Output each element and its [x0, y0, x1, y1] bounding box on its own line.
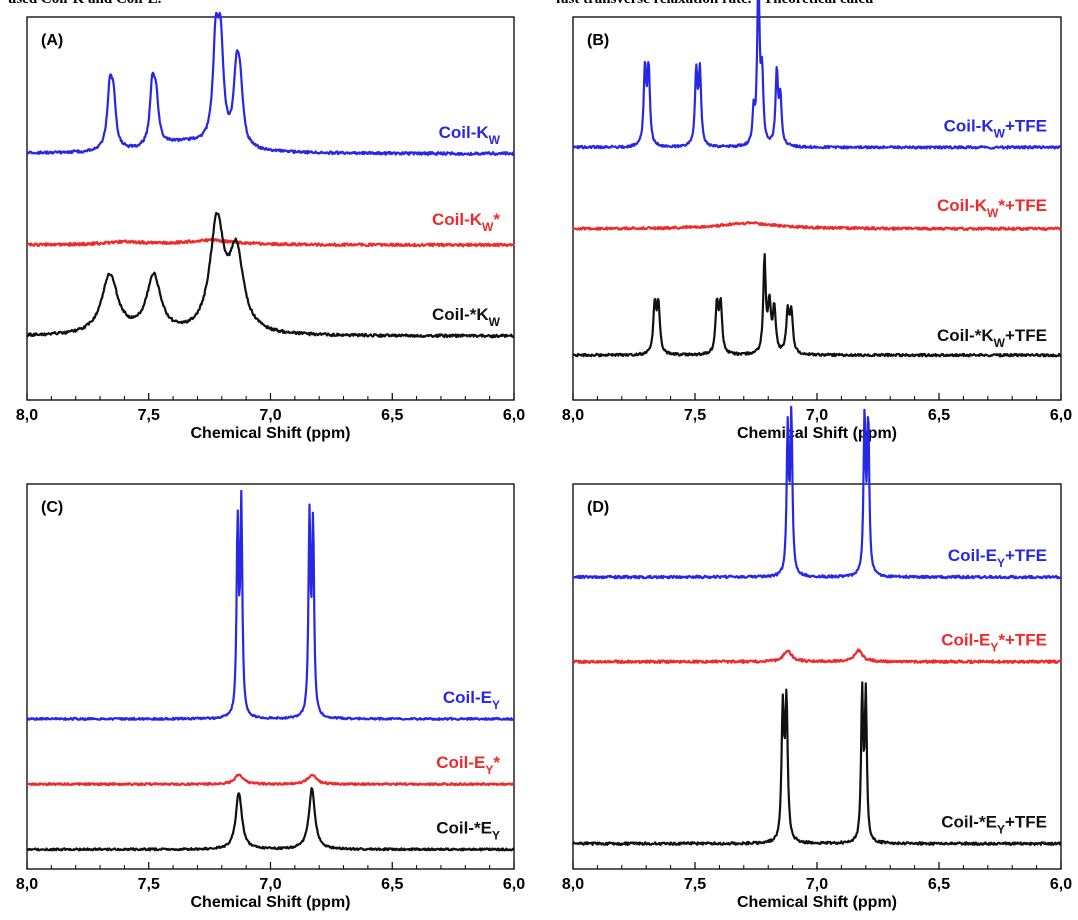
series-line-coil-e-y [26, 787, 515, 852]
series-label: Coil-EY* [436, 753, 500, 777]
x-axis-label: Chemical Shift (ppm) [190, 894, 350, 911]
x-tick-label: 6,0 [1050, 407, 1072, 424]
x-tick-label: 7,5 [138, 407, 160, 424]
panel-0: (A) 8,0 7,5 7,0 6,5 6,0 Chemical Shift (ppm) Co… [16, 11, 525, 442]
series-label: Coil-KW+TFE [944, 116, 1047, 140]
x-tick-label: 7,5 [684, 407, 706, 424]
x-tick-label: 6,5 [381, 407, 403, 424]
x-tick-label: 7,5 [138, 876, 160, 893]
series-label: Coil-KW [439, 123, 501, 147]
panel-label: (C) [41, 499, 63, 516]
series-line-coil-k-w-tfe [572, 253, 1062, 358]
series-line-coil-k-w [26, 211, 515, 339]
header-fragment-right: fast transverse relaxation rate. ² Theor… [556, 0, 873, 8]
series-label: Coil-KW* [432, 210, 500, 234]
plot-frame [26, 16, 515, 401]
x-axis-label: Chemical Shift (ppm) [737, 894, 897, 911]
series-label: Coil-*EY+TFE [941, 813, 1047, 837]
series-label: Coil-EY*+TFE [941, 631, 1047, 655]
panel-label: (A) [41, 32, 63, 49]
panel-label: (B) [587, 32, 609, 49]
series-label: Coil-KW*+TFE [937, 196, 1047, 220]
x-tick-label: 6,5 [381, 876, 403, 893]
series-line-coil-e-y-tfe [571, 681, 1062, 846]
plot-frame [26, 483, 515, 870]
header-fragment-left: used Coil-K and Coil-E. [8, 0, 161, 8]
x-tick-label: 6,5 [928, 407, 950, 424]
x-tick-label: 7,5 [684, 876, 706, 893]
x-axis-label: Chemical Shift (ppm) [737, 425, 897, 442]
x-axis-label: Chemical Shift (ppm) [190, 425, 350, 442]
panel-2: (C) 8,0 7,5 7,0 6,5 6,0 Chemical Shift (ppm) Co… [16, 483, 525, 911]
x-tick-label: 6,0 [1050, 876, 1072, 893]
x-tick-label: 6,5 [928, 876, 950, 893]
x-tick-label: 7,0 [806, 407, 828, 424]
series-line-coil-k-w-tfe [572, 220, 1063, 232]
x-tick-label: 7,0 [806, 876, 828, 893]
series-line-coil-k-w- [26, 237, 515, 248]
series-line-coil-e-y-tfe [572, 648, 1063, 664]
x-tick-label: 7,0 [259, 876, 281, 893]
series-label: Coil-*EY [436, 818, 500, 842]
series-line-coil-e-y [26, 489, 515, 721]
x-tick-label: 6,0 [503, 876, 525, 893]
series-label: Coil-EY [443, 688, 500, 712]
panel-3: (D) 8,0 7,5 7,0 6,5 6,0 Chemical Shift (ppm) Co… [562, 405, 1072, 911]
x-tick-label: 8,0 [16, 876, 38, 893]
series-line-coil-k-w [25, 11, 516, 156]
x-tick-label: 8,0 [562, 407, 584, 424]
panel-1: (B) 8,0 7,5 7,0 6,5 6,0 Chemical Shift (ppm) Co… [562, 0, 1072, 442]
x-tick-label: 7,0 [259, 407, 281, 424]
series-label: Coil-EY+TFE [948, 546, 1047, 570]
series-label: Coil-*KW+TFE [937, 326, 1047, 350]
x-tick-label: 8,0 [16, 407, 38, 424]
series-line-coil-k-w-tfe [572, 0, 1062, 150]
series-line-coil-e-y- [26, 773, 515, 787]
x-tick-label: 8,0 [562, 876, 584, 893]
series-line-coil-e-y-tfe [572, 405, 1062, 580]
x-tick-label: 6,0 [503, 407, 525, 424]
plot-frame [572, 483, 1062, 870]
series-label: Coil-*KW [432, 305, 501, 329]
panel-label: (D) [587, 499, 609, 516]
